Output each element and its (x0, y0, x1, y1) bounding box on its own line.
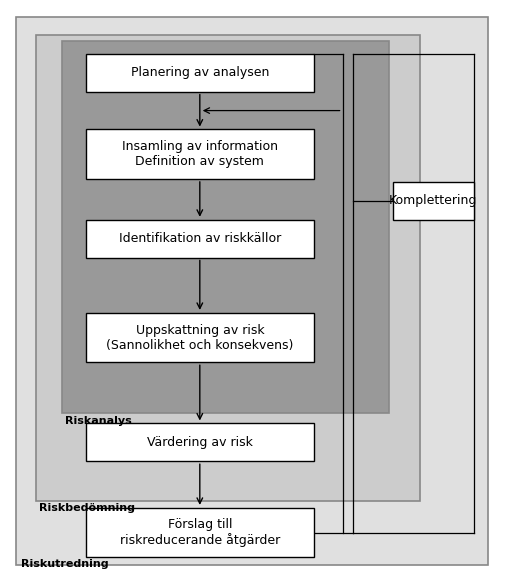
Text: Riskanalys: Riskanalys (65, 416, 132, 426)
Bar (86, 54, 314, 91)
Text: Komplettering: Komplettering (389, 194, 477, 207)
Bar (62, 41, 389, 413)
Bar (36, 35, 420, 501)
Bar (86, 424, 314, 461)
Text: Förslag till
riskreducerande åtgärder: Förslag till riskreducerande åtgärder (120, 518, 280, 547)
Text: Uppskattning av risk
(Sannolikhet och konsekvens): Uppskattning av risk (Sannolikhet och ko… (106, 324, 294, 352)
Bar (86, 130, 314, 179)
Text: Identifikation av riskkällor: Identifikation av riskkällor (119, 232, 281, 245)
Text: Riskbedömning: Riskbedömning (39, 503, 135, 513)
Text: Riskutredning: Riskutredning (21, 559, 108, 569)
Text: Värdering av risk: Värdering av risk (147, 436, 253, 449)
Text: Planering av analysen: Planering av analysen (131, 66, 269, 79)
Bar (86, 313, 314, 362)
Bar (86, 219, 314, 257)
Text: Insamling av information
Definition av system: Insamling av information Definition av s… (122, 140, 278, 168)
Bar (86, 508, 314, 558)
Bar (393, 182, 473, 219)
